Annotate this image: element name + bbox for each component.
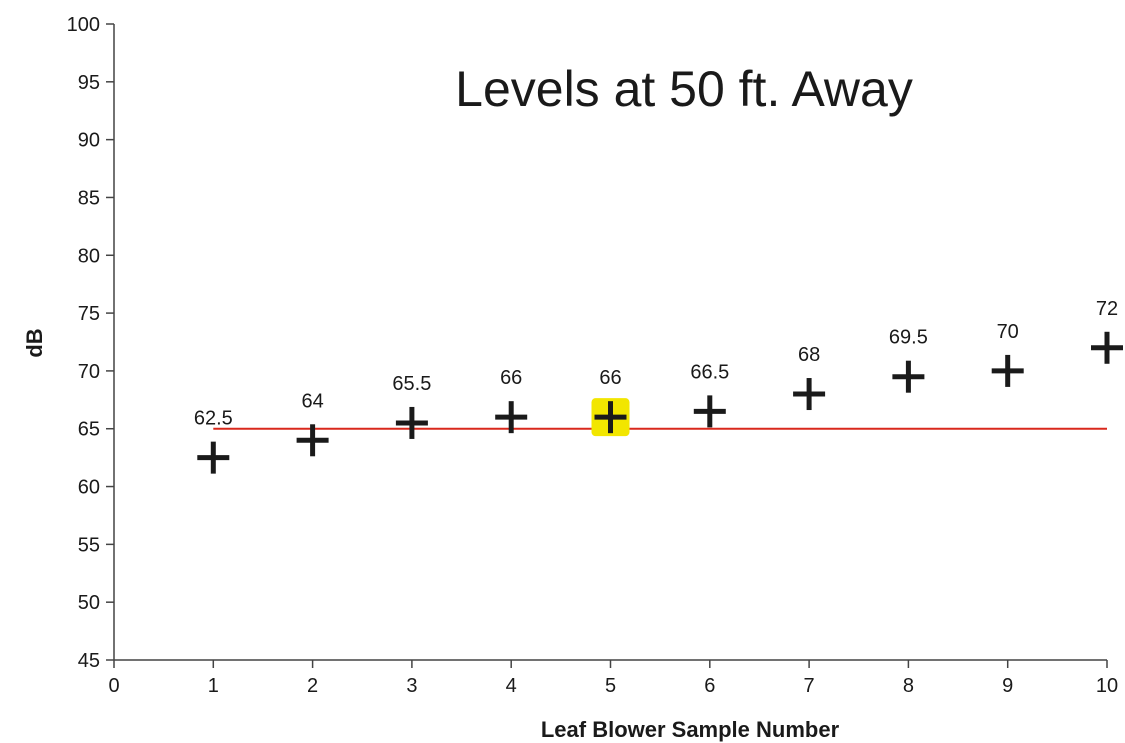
data-point xyxy=(1091,331,1123,364)
y-tick-label: 50 xyxy=(78,592,100,614)
x-axis-title: Leaf Blower Sample Number xyxy=(541,717,840,742)
x-tick-label: 10 xyxy=(1096,675,1118,697)
data-point xyxy=(296,424,329,457)
y-tick-label: 55 xyxy=(78,534,100,556)
x-tick-label: 2 xyxy=(307,675,318,697)
x-tick-label: 5 xyxy=(605,675,616,697)
data-label: 70 xyxy=(997,321,1019,343)
data-point xyxy=(197,441,230,474)
data-point xyxy=(495,401,528,434)
x-tick-label: 0 xyxy=(108,675,119,697)
x-tick-label: 6 xyxy=(704,675,715,697)
data-label: 69.5 xyxy=(889,327,928,349)
y-tick-label: 100 xyxy=(67,14,100,36)
x-tick-label: 4 xyxy=(506,675,517,697)
x-tick-label: 9 xyxy=(1002,675,1013,697)
data-point xyxy=(793,378,826,411)
y-axis-title: dB xyxy=(22,328,47,357)
data-point xyxy=(594,401,627,434)
data-label: 65.5 xyxy=(392,373,431,395)
x-tick-label: 7 xyxy=(804,675,815,697)
data-point xyxy=(892,360,925,393)
data-point xyxy=(395,406,428,439)
data-label: 66.5 xyxy=(690,361,729,383)
y-tick-label: 45 xyxy=(78,650,100,672)
y-tick-label: 90 xyxy=(78,130,100,152)
data-point xyxy=(991,354,1024,387)
data-point xyxy=(693,395,726,428)
y-tick-label: 60 xyxy=(78,477,100,499)
data-points: 62.5 64 65.5 66 66 66.5 68 69.5 70 72 xyxy=(194,298,1123,474)
y-tick-label: 75 xyxy=(78,303,100,325)
y-tick-label: 85 xyxy=(78,187,100,209)
data-label: 72 xyxy=(1096,298,1118,320)
y-tick-label: 95 xyxy=(78,72,100,94)
data-label: 66 xyxy=(500,367,522,389)
x-tick-label: 3 xyxy=(406,675,417,697)
y-tick-label: 70 xyxy=(78,361,100,383)
x-tick-label: 8 xyxy=(903,675,914,697)
data-label: 64 xyxy=(301,390,323,412)
chart-title: Levels at 50 ft. Away xyxy=(455,61,913,117)
data-label: 68 xyxy=(798,344,820,366)
data-label: 62.5 xyxy=(194,408,233,430)
x-tick-label: 1 xyxy=(208,675,219,697)
y-tick-label: 65 xyxy=(78,419,100,441)
data-label: 66 xyxy=(599,367,621,389)
y-tick-label: 80 xyxy=(78,245,100,267)
